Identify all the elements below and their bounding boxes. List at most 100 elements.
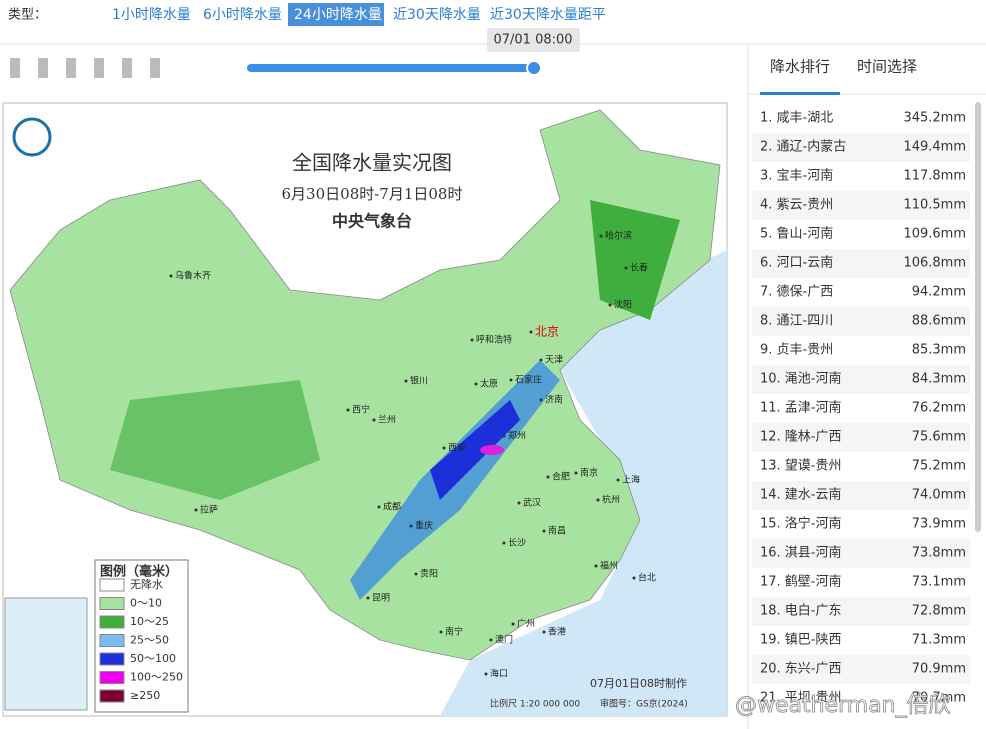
city-dot xyxy=(442,446,446,450)
row-bg xyxy=(752,423,970,452)
city-label: 银川 xyxy=(410,375,428,387)
city-dot xyxy=(502,434,506,438)
type-label: 类型： xyxy=(8,8,47,23)
row-name[interactable]: 9. 贞丰-贵州 xyxy=(760,343,833,358)
row-name[interactable]: 16. 淇县-河南 xyxy=(760,545,842,561)
slider-knob[interactable] xyxy=(526,60,542,76)
row-name[interactable]: 14. 建水-云南 xyxy=(760,487,842,503)
tab-active-bg[interactable] xyxy=(288,3,384,26)
city-label: 南宁 xyxy=(445,626,463,638)
legend-swatch xyxy=(99,578,125,592)
city-dot xyxy=(474,382,478,386)
tab[interactable]: 1小时降水量 xyxy=(112,7,191,23)
city-label: 兰州 xyxy=(378,414,396,426)
inset-map xyxy=(4,597,88,711)
city-dot xyxy=(377,505,381,509)
row-name[interactable]: 20. 东兴-广西 xyxy=(760,662,842,677)
legend-label: 10～25 xyxy=(130,615,169,628)
legend-swatch xyxy=(99,652,125,666)
row-name[interactable]: 11. 孟津-河南 xyxy=(760,400,842,416)
city-dot xyxy=(372,418,376,422)
scrollbar[interactable] xyxy=(975,102,981,532)
legend-swatch xyxy=(99,597,125,610)
legend-label: 100～250 xyxy=(130,671,183,684)
city-label: 武汉 xyxy=(523,497,541,509)
row-name[interactable]: 17. 鹤壁-河南 xyxy=(760,574,842,590)
tab[interactable]: 近30天降水量距平 xyxy=(490,7,606,23)
legend-label: 0～10 xyxy=(130,597,162,610)
city-label: 乌鲁木齐 xyxy=(175,270,211,282)
legend-swatch xyxy=(99,634,125,647)
row-name[interactable]: 12. 隆林-广西 xyxy=(760,430,842,445)
legend-label: 25～50 xyxy=(130,634,169,647)
city-label: 济南 xyxy=(545,394,563,406)
city-dot xyxy=(542,529,546,533)
row-bg xyxy=(752,191,970,220)
city-label: 呼和浩特 xyxy=(476,334,512,346)
legend-swatch xyxy=(99,689,125,703)
row-value: 110.5mm xyxy=(903,198,966,213)
city-dot xyxy=(546,475,550,479)
row-name[interactable]: 15. 洛宁-河南 xyxy=(760,516,842,532)
city-dot xyxy=(539,358,543,362)
city-dot xyxy=(608,303,612,307)
city-dot xyxy=(409,524,413,528)
row-name[interactable]: 10. 渑池-河南 xyxy=(760,371,842,387)
row-value: 70.9mm xyxy=(912,662,966,677)
row-name[interactable]: 13. 望谟-贵州 xyxy=(760,458,842,474)
city-label: 长春 xyxy=(630,262,648,274)
city-label: 海口 xyxy=(490,668,508,680)
row-name[interactable]: 18. 电白-广东 xyxy=(760,603,842,619)
row-value: 117.8mm xyxy=(903,169,966,184)
map: 全国降水量实况图 6月30日08时-7月1日08时 中央气象台 图例（毫米） 0… xyxy=(2,102,728,717)
city-dot xyxy=(489,638,493,642)
rain-patch xyxy=(110,380,320,500)
row-bg xyxy=(752,307,970,336)
row-value: 71.3mm xyxy=(912,633,966,648)
row-value: 109.6mm xyxy=(903,227,966,242)
row-name[interactable]: 19. 镇巴-陕西 xyxy=(760,633,842,648)
row-bg xyxy=(752,365,970,394)
legend-label: 50～100 xyxy=(130,652,176,665)
city-dot xyxy=(439,630,443,634)
made-note: 07月01日08时制作 xyxy=(590,677,687,690)
tab-underline xyxy=(760,92,840,95)
slider-time: 07/01 08:00 xyxy=(493,33,572,48)
row-name[interactable]: 1. 咸丰-湖北 xyxy=(760,111,833,126)
tab[interactable]: 24小时降水量 xyxy=(294,7,382,23)
city-dot xyxy=(542,630,546,634)
row-name[interactable]: 21. 平坝-贵州 xyxy=(760,691,842,706)
map-source: 中央气象台 xyxy=(332,212,412,231)
row-name[interactable]: 7. 德保-广西 xyxy=(760,285,833,300)
rain-patch xyxy=(590,200,680,320)
row-value: 76.2mm xyxy=(912,401,966,416)
row-name[interactable]: 2. 通辽-内蒙古 xyxy=(760,139,846,155)
rain-spot xyxy=(480,445,504,455)
row-bg xyxy=(752,249,970,278)
row-name[interactable]: 5. 鲁山-河南 xyxy=(760,226,833,242)
panel-tab[interactable]: 时间选择 xyxy=(857,58,917,76)
city-label: 西宁 xyxy=(352,404,370,416)
city-dot xyxy=(470,338,474,342)
city-dot xyxy=(624,266,628,270)
tooltip xyxy=(487,28,580,52)
legend-title: 图例（毫米） xyxy=(100,564,178,580)
row-name[interactable]: 3. 宝丰-河南 xyxy=(760,168,833,184)
row-name[interactable]: 4. 紫云-贵州 xyxy=(760,198,833,213)
tab[interactable]: 近30天降水量 xyxy=(393,7,481,23)
row-bg xyxy=(752,539,970,568)
tab[interactable]: 6小时降水量 xyxy=(203,7,282,23)
row-name[interactable]: 8. 通江-四川 xyxy=(760,314,833,329)
approval-note: 审图号：GS京(2024) xyxy=(600,698,688,710)
row-value: 88.6mm xyxy=(912,314,966,329)
city-dot xyxy=(502,541,506,545)
city-label: 昆明 xyxy=(372,593,390,604)
slider-track[interactable] xyxy=(247,64,534,72)
city-dot xyxy=(366,596,370,600)
city-label: 香港 xyxy=(548,626,566,638)
city-dot xyxy=(596,498,600,502)
row-value: 74.0mm xyxy=(912,488,966,503)
row-name[interactable]: 6. 河口-云南 xyxy=(760,255,833,271)
city-dot xyxy=(169,274,173,278)
panel-tab[interactable]: 降水排行 xyxy=(770,58,830,76)
